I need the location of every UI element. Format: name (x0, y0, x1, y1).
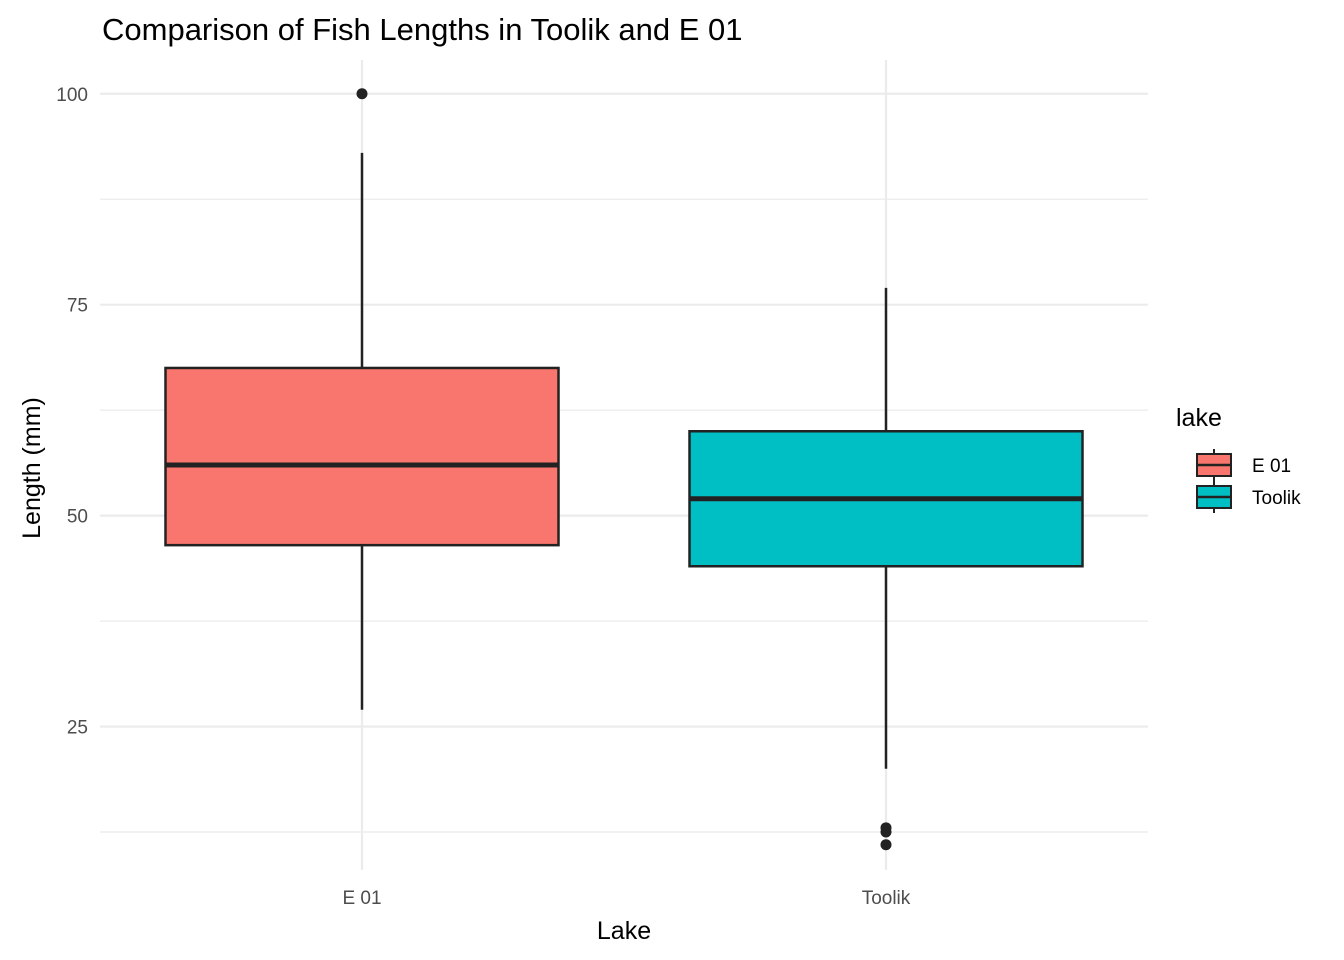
outlier-point (356, 88, 368, 100)
legend-label: E 01 (1252, 456, 1291, 477)
legend-label: Toolik (1252, 488, 1301, 509)
y-tick-label: 75 (67, 296, 88, 317)
y-axis-title: Length (mm) (18, 397, 46, 539)
x-axis-title: Lake (597, 917, 651, 945)
legend: lake E 01 Toolik (1176, 404, 1301, 513)
x-tick-label: Toolik (862, 888, 911, 909)
box (164, 366, 560, 547)
chart-title: Comparison of Fish Lengths in Toolik and… (102, 12, 742, 47)
x-tick-label: E 01 (342, 888, 381, 909)
legend-title: lake (1176, 404, 1222, 432)
boxes (164, 88, 1084, 851)
y-tick-label: 100 (56, 85, 88, 106)
y-tick-label: 25 (67, 718, 88, 739)
boxplot-e-01 (164, 88, 560, 710)
tick-labels: 25 50 75 100 E 01 Toolik (56, 85, 910, 909)
y-tick-label: 50 (67, 507, 88, 528)
outlier-point (880, 839, 892, 851)
legend-entry: Toolik (1196, 481, 1301, 513)
outlier-point (880, 826, 892, 838)
legend-entry: E 01 (1196, 449, 1291, 481)
boxplot-toolik (688, 287, 1084, 851)
